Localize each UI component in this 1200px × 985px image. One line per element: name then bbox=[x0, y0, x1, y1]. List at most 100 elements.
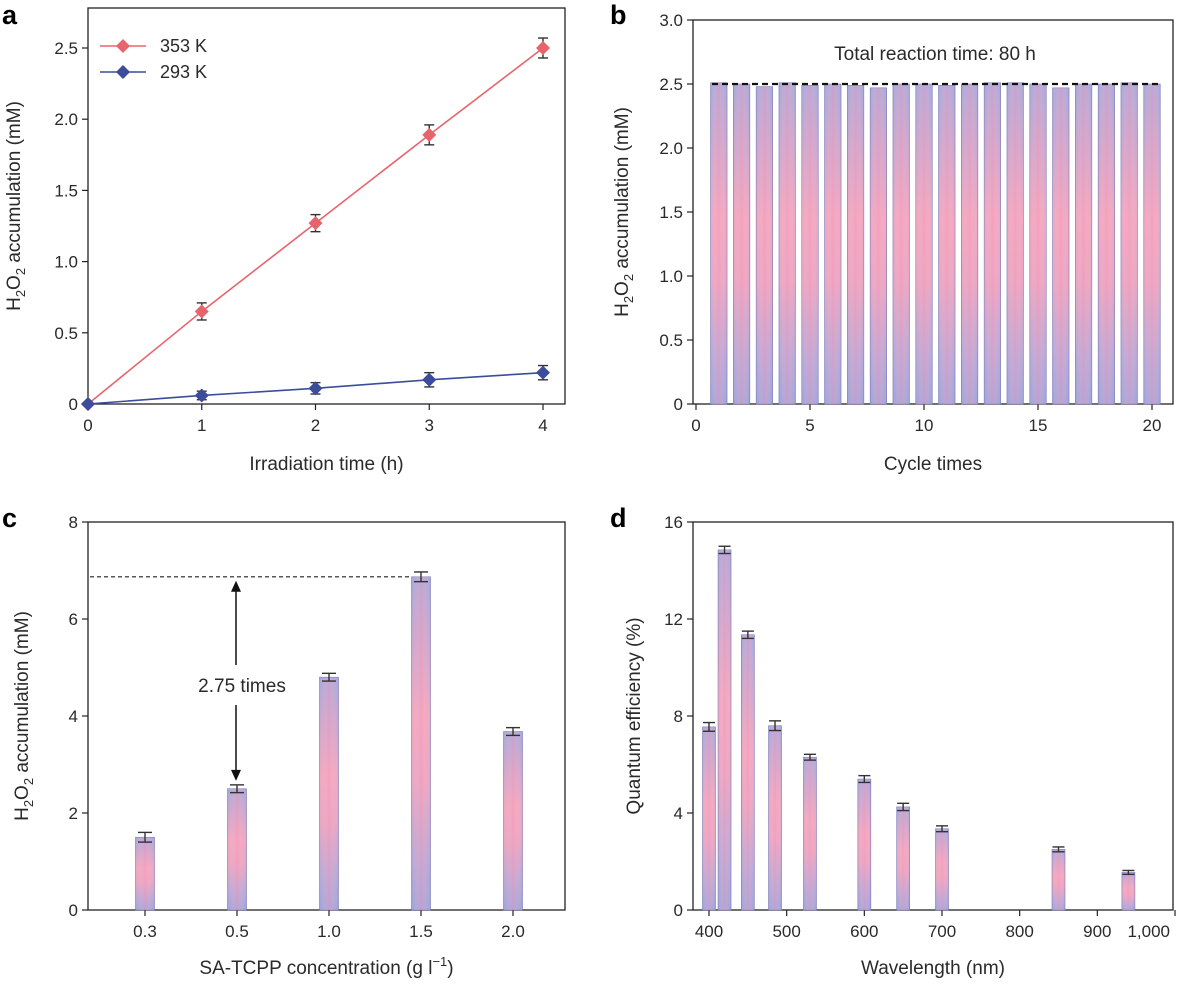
d-ytick-label: 8 bbox=[674, 707, 683, 726]
a-ytick-label: 1.0 bbox=[54, 253, 78, 272]
c-y-axis-label: H2O2 accumulation (mM) bbox=[12, 611, 36, 821]
c-ytick-label: 2 bbox=[69, 804, 78, 823]
b-bar-sheen bbox=[1075, 84, 1092, 404]
a-data-point bbox=[81, 397, 95, 411]
a-ytick-label: 0 bbox=[69, 395, 78, 414]
b-xtick-label: 0 bbox=[691, 416, 700, 435]
c-ytick-label: 4 bbox=[69, 707, 78, 726]
d-bar-sheen bbox=[1052, 849, 1065, 910]
b-bar-sheen bbox=[1029, 84, 1047, 404]
a-data-point bbox=[536, 365, 550, 380]
a-data-point bbox=[536, 41, 550, 55]
b-xtick-label: 5 bbox=[805, 416, 814, 435]
a-ytick-label: 0.5 bbox=[54, 324, 78, 343]
b-bar-sheen bbox=[870, 87, 887, 404]
d-bar-sheen bbox=[702, 726, 716, 910]
b-bar-sheen bbox=[1120, 82, 1138, 404]
d-xtick-label: 1,000 bbox=[1127, 922, 1170, 941]
b-bar-sheen bbox=[756, 86, 773, 404]
c-bar-sheen bbox=[319, 677, 339, 910]
b-annotation: Total reaction time: 80 h bbox=[834, 44, 1036, 65]
a-ytick-label: 2.5 bbox=[54, 39, 78, 58]
c-arrow-head-up bbox=[231, 580, 241, 592]
d-xtick-label: 500 bbox=[772, 922, 800, 941]
c-arrow-head-down bbox=[231, 769, 241, 781]
chart-a-temperature-accumulation: 0 0.5 1.0 1.5 2.0 2.5 0 1 2 3 4 Irradiation time (h… bbox=[4, 7, 566, 475]
b-bar-sheen bbox=[733, 84, 750, 404]
a-legend-label: 293 K bbox=[160, 62, 207, 82]
a-ytick-label: 1.5 bbox=[54, 181, 78, 200]
b-bar-sheen bbox=[1052, 87, 1070, 404]
c-xtick-label: 1.0 bbox=[317, 922, 341, 941]
b-bar-sheen bbox=[984, 82, 1001, 404]
c-annotation: 2.75 times bbox=[198, 676, 286, 697]
a-data-point bbox=[422, 372, 437, 387]
b-x-axis-label: Cycle times bbox=[884, 454, 982, 475]
d-bar-sheen bbox=[1121, 872, 1135, 910]
panel-label-a: a bbox=[2, 0, 18, 30]
a-plot-frame bbox=[87, 7, 566, 405]
b-bar-sheen bbox=[938, 85, 956, 404]
b-xtick-label: 10 bbox=[915, 416, 934, 435]
panel-label-b: b bbox=[610, 0, 627, 30]
d-ytick-label: 4 bbox=[674, 804, 683, 823]
a-data-point bbox=[308, 381, 323, 396]
b-xtick-label: 15 bbox=[1029, 416, 1048, 435]
b-bar-sheen bbox=[778, 82, 796, 404]
d-bar-sheen bbox=[718, 549, 732, 910]
c-xtick-label: 0.5 bbox=[225, 922, 249, 941]
b-bar-sheen bbox=[801, 85, 819, 404]
b-xtick-label: 20 bbox=[1143, 416, 1162, 435]
d-xtick-label: 800 bbox=[1005, 922, 1033, 941]
a-data-point bbox=[422, 127, 437, 142]
a-data-point bbox=[194, 304, 209, 319]
d-bar-sheen bbox=[768, 725, 782, 910]
d-bar-sheen bbox=[857, 779, 871, 910]
chart-c-concentration: 0 2 4 6 8 0.3 0.5 1.0 1.5 2.0 SA-TCPP concentratio… bbox=[12, 513, 566, 979]
a-ytick-label: 2.0 bbox=[54, 110, 78, 129]
a-data-point bbox=[194, 388, 209, 403]
b-bar-sheen bbox=[1098, 84, 1115, 404]
b-ytick-label: 3.0 bbox=[659, 11, 683, 30]
b-ytick-label: 2.0 bbox=[659, 139, 683, 158]
b-bar-sheen bbox=[915, 84, 933, 404]
c-xtick-label: 0.3 bbox=[133, 922, 157, 941]
d-ytick-label: 0 bbox=[674, 901, 683, 920]
c-xtick-label: 1.5 bbox=[409, 922, 433, 941]
d-xtick-label: 900 bbox=[1083, 922, 1111, 941]
c-ytick-label: 6 bbox=[69, 610, 78, 629]
c-bar-sheen bbox=[503, 731, 523, 910]
d-y-axis-label: Quantum efficiency (%) bbox=[624, 617, 645, 814]
c-bar-sheen bbox=[135, 837, 155, 910]
a-legend-marker bbox=[116, 65, 130, 79]
d-bar-sheen bbox=[896, 806, 910, 910]
d-xtick-label: 600 bbox=[850, 922, 878, 941]
a-xtick-label: 2 bbox=[311, 416, 320, 435]
c-bar-sheen bbox=[411, 576, 431, 910]
c-x-axis-label: SA-TCPP concentration (g l−1) bbox=[199, 954, 453, 979]
b-bar-sheen bbox=[1143, 84, 1161, 404]
b-y-axis-label: H2O2 accumulation (mM) bbox=[612, 107, 636, 317]
panel-label-c: c bbox=[2, 503, 17, 533]
d-bar-sheen bbox=[803, 757, 817, 910]
a-xtick-label: 0 bbox=[83, 416, 92, 435]
a-data-point bbox=[308, 216, 323, 231]
chart-b-cycle-stability: 0 0.5 1.0 1.5 2.0 2.5 3.0 0 5 10 15 20 Cycle times H2… bbox=[612, 11, 1174, 475]
a-legend-marker bbox=[116, 39, 130, 53]
panel-label-d: d bbox=[610, 503, 627, 533]
c-ytick-label: 8 bbox=[69, 513, 78, 532]
chart-d-quantum-efficiency: 0 4 8 12 16 400 500 600 700 800 900 1,000 Wavelength… bbox=[624, 513, 1176, 979]
a-y-axis-label: H2O2 accumulation (mM) bbox=[4, 101, 28, 311]
b-bar-sheen bbox=[1006, 82, 1024, 404]
d-bar-sheen bbox=[741, 634, 755, 910]
c-bar-sheen bbox=[227, 788, 247, 910]
d-xtick-label: 400 bbox=[695, 922, 723, 941]
b-ytick-label: 0.5 bbox=[659, 331, 683, 350]
a-xtick-label: 1 bbox=[197, 416, 206, 435]
a-legend-label: 353 K bbox=[160, 36, 207, 56]
b-bar-sheen bbox=[847, 85, 864, 404]
a-xtick-label: 3 bbox=[425, 416, 434, 435]
b-ytick-label: 1.5 bbox=[659, 203, 683, 222]
b-ytick-label: 0 bbox=[674, 395, 683, 414]
